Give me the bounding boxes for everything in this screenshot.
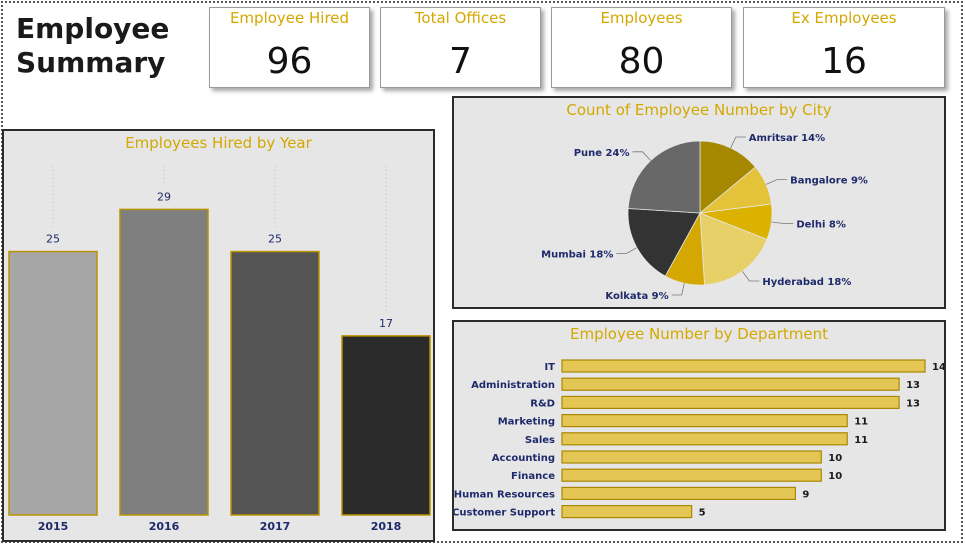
pie-leader-line: [741, 270, 760, 282]
dept-bar-accounting: [561, 450, 822, 464]
bar-2015: [8, 250, 98, 516]
dept-value-sales: 11: [854, 435, 868, 446]
kpi-value: 16: [821, 41, 867, 82]
dept-bar-customer-support: [561, 505, 693, 519]
pie-label-hyderabad: Hyderabad 18%: [762, 277, 851, 288]
kpi-card-employees[interactable]: Employees 80: [551, 7, 732, 88]
dept-label-customer-support: Customer Support: [454, 508, 555, 519]
department-title: Employee Number by Department: [569, 325, 829, 343]
dept-label-sales: Sales: [525, 435, 555, 446]
kpi-label: Ex Employees: [791, 9, 897, 27]
bar-2018: [341, 335, 431, 516]
pie-leader-line: [616, 247, 638, 254]
hired-by-year-chart: 25 2015 29 2016 25 2017 17 2018: [8, 166, 431, 533]
pie-slice-mumbai: [627, 208, 701, 277]
page-title-line-1: Employee: [16, 12, 170, 45]
pie-slice-pune: [627, 140, 701, 214]
kpi-card-total-offices[interactable]: Total Offices 7: [380, 7, 541, 88]
dept-bar-administration: [561, 377, 900, 391]
dept-value-administration: 13: [906, 380, 920, 391]
dept-value-human-resources: 9: [802, 489, 809, 500]
pie-label-pune: Pune 24%: [574, 148, 630, 159]
kpi-label: Employee Hired: [229, 9, 350, 27]
data-label-2016: 29: [157, 190, 171, 203]
dept-label-marketing: Marketing: [498, 417, 555, 428]
city-pie-panel[interactable]: Count of Employee Number by City Amritsa…: [452, 96, 946, 309]
kpi-value: 96: [266, 41, 313, 82]
pie-label-bangalore: Bangalore 9%: [790, 176, 868, 187]
kpi-value: 7: [449, 41, 472, 82]
pie-leader-line: [632, 151, 651, 161]
dept-label-finance: Finance: [511, 471, 555, 482]
pie-leader-line: [771, 221, 794, 224]
dept-value-r-d: 13: [906, 398, 920, 409]
hired-by-year-title: Employees Hired by Year: [125, 134, 312, 152]
kpi-value: 80: [618, 41, 665, 82]
bar-2016: [119, 208, 209, 516]
kpi-card-employee-hired[interactable]: Employee Hired 96: [209, 7, 370, 88]
pie-leader-line: [730, 136, 746, 149]
dept-value-marketing: 11: [854, 417, 868, 428]
dept-label-it: IT: [544, 362, 555, 373]
kpi-card-ex-employees[interactable]: Ex Employees 16: [743, 7, 945, 88]
city-pie-chart: Amritsar 14% Bangalore 9% Delhi 8% Hyderaba…: [541, 133, 868, 302]
pie-leader-line: [671, 283, 685, 296]
data-label-2015: 25: [46, 233, 60, 246]
x-tick-label-2015: 2015: [38, 520, 69, 533]
dept-label-r-d: R&D: [530, 398, 555, 409]
dept-value-accounting: 10: [828, 453, 842, 464]
pie-label-kolkata: Kolkata 9%: [605, 291, 668, 302]
pie-label-amritsar: Amritsar 14%: [749, 133, 825, 144]
pie-label-delhi: Delhi 8%: [796, 220, 846, 231]
hired-by-year-panel[interactable]: Employees Hired by Year 25 2015 29 2016 25 20…: [2, 129, 435, 542]
page-title: Employee Summary: [16, 12, 169, 80]
dept-bar-human-resources: [561, 486, 796, 500]
pie-label-mumbai: Mumbai 18%: [541, 249, 613, 260]
pie-slice-amritsar: [699, 140, 757, 214]
dept-label-administration: Administration: [471, 380, 555, 391]
dept-value-customer-support: 5: [699, 508, 706, 519]
kpi-label: Total Offices: [414, 9, 507, 27]
kpi-label: Employees: [600, 9, 683, 27]
pie-leader-line: [765, 179, 788, 185]
department-panel[interactable]: Employee Number by Department IT 14 Admini…: [452, 320, 946, 531]
dept-label-accounting: Accounting: [492, 453, 555, 464]
dept-bar-sales: [561, 432, 848, 446]
dept-value-it: 14: [932, 362, 944, 373]
dept-bar-finance: [561, 468, 822, 482]
dept-bar-r-d: [561, 395, 900, 410]
page-title-line-2: Summary: [16, 46, 166, 79]
dept-label-human-resources: Human Resources: [454, 489, 555, 500]
city-pie-title: Count of Employee Number by City: [566, 101, 832, 119]
department-chart: IT 14 Administration 13 R&D 13 Marketing 11 Sale…: [454, 359, 944, 519]
data-label-2018: 17: [379, 317, 393, 330]
x-tick-label-2017: 2017: [260, 520, 291, 533]
dept-bar-marketing: [561, 413, 848, 428]
bar-2017: [230, 250, 320, 516]
dept-bar-it: [561, 359, 926, 373]
dept-value-finance: 10: [828, 471, 842, 482]
x-tick-label-2016: 2016: [149, 520, 180, 533]
x-tick-label-2018: 2018: [371, 520, 402, 533]
data-label-2017: 25: [268, 233, 282, 246]
